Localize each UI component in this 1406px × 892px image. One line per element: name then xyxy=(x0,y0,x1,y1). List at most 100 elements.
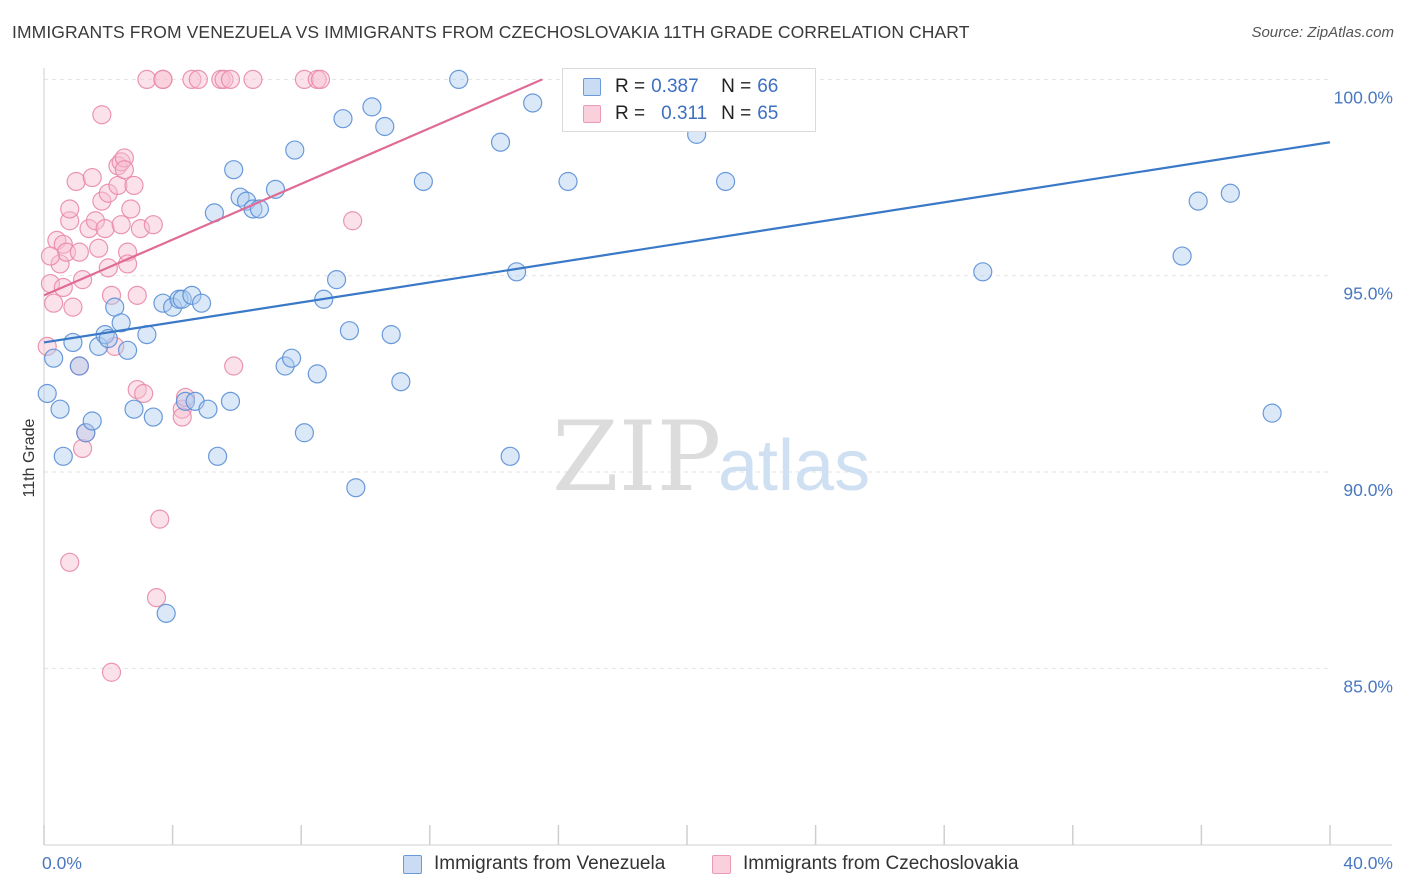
venezuela-point xyxy=(1188,191,1208,211)
czechoslovakia-point xyxy=(172,407,192,427)
czechoslovakia-point xyxy=(66,171,86,192)
venezuela-point xyxy=(163,297,183,317)
czechoslovakia-point xyxy=(130,219,151,239)
y-tick-label: 90.0% xyxy=(1343,480,1393,500)
czechoslovakia-point xyxy=(92,105,112,125)
legend-r-value: 0.387 xyxy=(651,76,699,97)
chart-title: IMMIGRANTS FROM VENEZUELA VS IMMIGRANTS … xyxy=(12,22,970,42)
legend-swatch-blue xyxy=(403,854,422,874)
venezuela-point xyxy=(117,340,138,360)
venezuela-point xyxy=(275,356,295,376)
czechoslovakia-point xyxy=(134,383,154,404)
venezuela-point xyxy=(111,313,131,333)
czechoslovakia-point xyxy=(220,69,241,90)
venezuela-point xyxy=(375,116,395,137)
venezuela-point xyxy=(490,132,511,152)
watermark-atlas: atlas xyxy=(718,426,870,506)
legend-swatch-pink xyxy=(712,854,731,874)
y-tick-label: 85.0% xyxy=(1343,676,1393,696)
trend-lines xyxy=(43,78,1331,344)
czechoslovakia-point xyxy=(114,160,134,180)
legend-swatch-blue xyxy=(583,78,601,96)
venezuela-point xyxy=(281,348,302,368)
venezuela-point xyxy=(715,171,736,192)
venezuela-point xyxy=(973,262,993,282)
venezuela-trend-line xyxy=(43,141,1331,344)
czechoslovakia-point xyxy=(182,69,202,90)
czechoslovakia-point xyxy=(121,199,141,219)
venezuela-point xyxy=(362,97,382,117)
venezuela-point xyxy=(326,270,347,290)
czechoslovakia-point xyxy=(243,69,263,90)
legend-item-venezuela: Immigrants from Venezuela xyxy=(403,852,665,876)
source-credit: Source: ZipAtlas.com xyxy=(1251,24,1394,41)
stats-legend: R = 0.387 N = 66 R = 0.311 N = 65 xyxy=(562,68,816,132)
y-axis-label: 11th Grade xyxy=(21,418,38,497)
series-czechoslovakia-points xyxy=(37,69,363,682)
venezuela-point xyxy=(175,391,196,411)
legend-row-venezuela: R = 0.387 N = 66 xyxy=(583,76,778,98)
venezuela-point xyxy=(224,160,244,180)
venezuela-point xyxy=(53,446,73,466)
venezuela-point xyxy=(124,399,144,419)
czechoslovakia-point xyxy=(79,219,99,239)
venezuela-point xyxy=(500,446,520,466)
czechoslovakia-point xyxy=(124,175,144,196)
venezuela-point xyxy=(294,423,315,443)
venezuela-point xyxy=(381,325,401,345)
legend-n-label: N = xyxy=(721,103,752,124)
legend-row-czechoslovakia: R = 0.311 N = 65 xyxy=(583,103,778,125)
legend-n-value: 66 xyxy=(757,76,779,97)
legend-r-label: R = xyxy=(615,76,646,97)
watermark-zip: ZIP xyxy=(552,401,721,513)
czechoslovakia-point xyxy=(143,215,163,235)
venezuela-point xyxy=(89,336,109,356)
venezuela-point xyxy=(191,293,212,313)
x-tick-label: 40.0% xyxy=(1343,853,1393,873)
venezuela-point xyxy=(339,321,360,341)
venezuela-point xyxy=(1172,246,1192,266)
venezuela-point xyxy=(523,93,543,113)
venezuela-point xyxy=(37,383,57,404)
czechoslovakia-point xyxy=(137,69,157,90)
czechoslovakia-point xyxy=(153,69,173,90)
czechoslovakia-point xyxy=(101,662,122,682)
legend-r-label: R = xyxy=(615,103,646,124)
czechoslovakia-point xyxy=(188,69,208,90)
venezuela-point xyxy=(182,285,202,305)
czechoslovakia-trend-line xyxy=(43,78,543,297)
czechoslovakia-point xyxy=(310,69,331,90)
venezuela-point xyxy=(156,603,176,623)
venezuela-point xyxy=(507,262,527,282)
venezuela-point xyxy=(346,478,366,498)
venezuela-point xyxy=(69,356,89,376)
czechoslovakia-point xyxy=(60,552,80,572)
venezuela-point xyxy=(285,140,305,160)
legend-label-czechoslovakia: Immigrants from Czechoslovakia xyxy=(743,853,1019,874)
venezuela-point xyxy=(391,372,411,392)
legend-n-value: 65 xyxy=(757,103,779,124)
legend-swatch-pink xyxy=(583,105,601,123)
venezuela-point xyxy=(413,171,433,192)
czechoslovakia-point xyxy=(117,254,138,274)
czechoslovakia-point xyxy=(60,199,80,219)
venezuela-point xyxy=(82,411,102,431)
venezuela-point xyxy=(449,69,469,90)
y-tick-labels: 85.0% 90.0% 95.0% 100.0% xyxy=(1334,87,1393,696)
venezuela-point xyxy=(153,293,173,313)
czechoslovakia-point xyxy=(214,69,234,90)
czechoslovakia-point xyxy=(63,297,83,317)
legend-label-venezuela: Immigrants from Venezuela xyxy=(434,853,666,874)
czechoslovakia-point xyxy=(44,293,64,313)
czechoslovakia-point xyxy=(101,285,122,305)
czechoslovakia-point xyxy=(343,211,363,231)
czechoslovakia-point xyxy=(150,509,170,529)
czechoslovakia-point xyxy=(146,588,167,608)
czechoslovakia-point xyxy=(82,167,102,188)
czechoslovakia-point xyxy=(98,183,118,203)
legend-r-value: 0.311 xyxy=(661,103,708,124)
czechoslovakia-point xyxy=(72,438,93,459)
venezuela-point xyxy=(220,391,241,411)
venezuela-point xyxy=(198,399,218,419)
